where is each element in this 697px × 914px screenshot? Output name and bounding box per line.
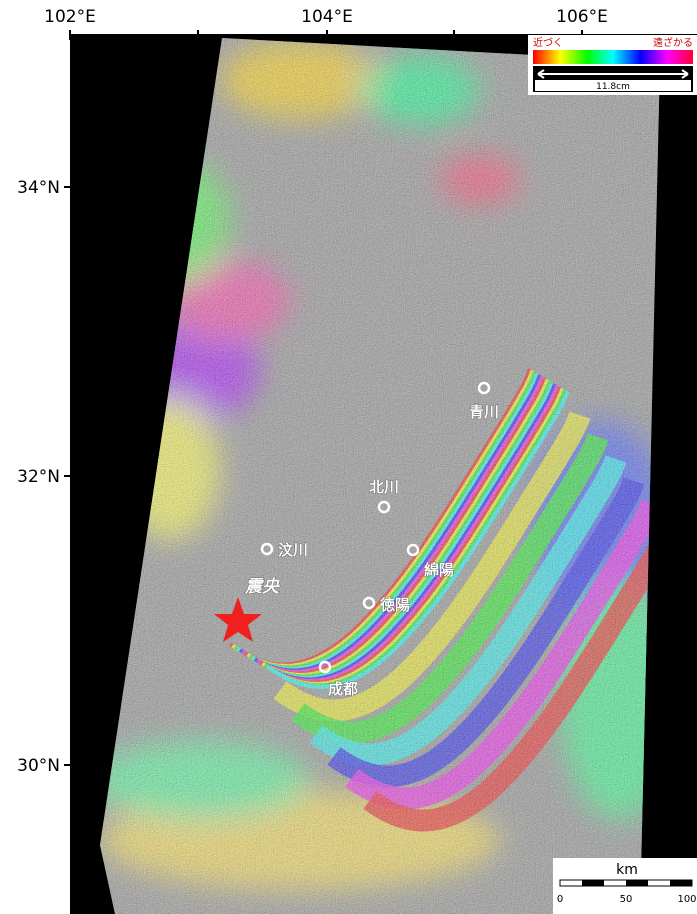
latitude-label: 32°N <box>17 467 60 487</box>
epicenter-label: 震央 <box>244 577 281 597</box>
legend-far: 遠ざかる <box>653 36 693 49</box>
latitude-label: 30°N <box>17 756 60 776</box>
legend-cycle: 11.8cm <box>596 82 630 92</box>
place-label: 綿陽 <box>424 561 454 579</box>
legend-colorbar <box>533 50 693 64</box>
place-label: 北川 <box>369 478 399 496</box>
scale-label: 50 <box>620 894 633 905</box>
legend-near: 近づく <box>533 36 563 49</box>
scale-label: 100 <box>677 894 696 905</box>
place-label: 青川 <box>469 403 499 421</box>
place-label: 汶川 <box>278 541 308 559</box>
map: 102°E 104°E 106°E 34°N 32°N 30°N 近づく 遠ざか… <box>0 0 697 914</box>
longitude-label: 102°E <box>44 7 96 27</box>
latitude-label: 34°N <box>17 178 60 198</box>
place-label: 徳陽 <box>379 596 410 614</box>
longitude-label: 106°E <box>556 7 608 27</box>
place-label: 成都 <box>328 680 358 698</box>
scale-unit: km <box>616 862 638 878</box>
longitude-label: 104°E <box>301 7 353 27</box>
scale-label: 0 <box>557 894 563 905</box>
